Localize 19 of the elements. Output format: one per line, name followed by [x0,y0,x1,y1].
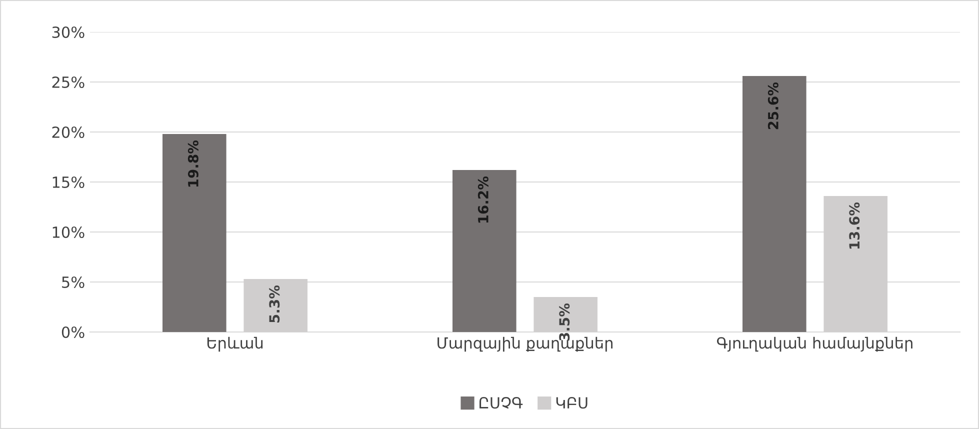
data-label: 16.2% [478,176,488,223]
data-label: 5.3% [269,285,280,322]
data-label: 25.6% [768,82,778,130]
y-tick-label: 0% [62,326,84,338]
data-label: 13.6% [849,202,860,249]
x-tick-label: Երևան [207,336,263,352]
x-tick-label: Գյուղական համայնքներ [717,336,912,352]
y-tick-label: 5% [62,276,84,288]
legend-label: ԿԲՍ [556,397,588,409]
legend-label: ԸՍՉԳ [480,397,523,409]
y-tick-label: 25% [52,76,84,88]
y-tick-label: 15% [52,176,84,188]
y-tick-label: 30% [52,26,84,38]
y-tick-label: 10% [52,226,84,238]
bar [452,170,516,332]
data-label: 19.8% [188,140,198,187]
bar [742,76,806,332]
y-tick-label: 20% [52,126,84,138]
bar [162,134,226,332]
